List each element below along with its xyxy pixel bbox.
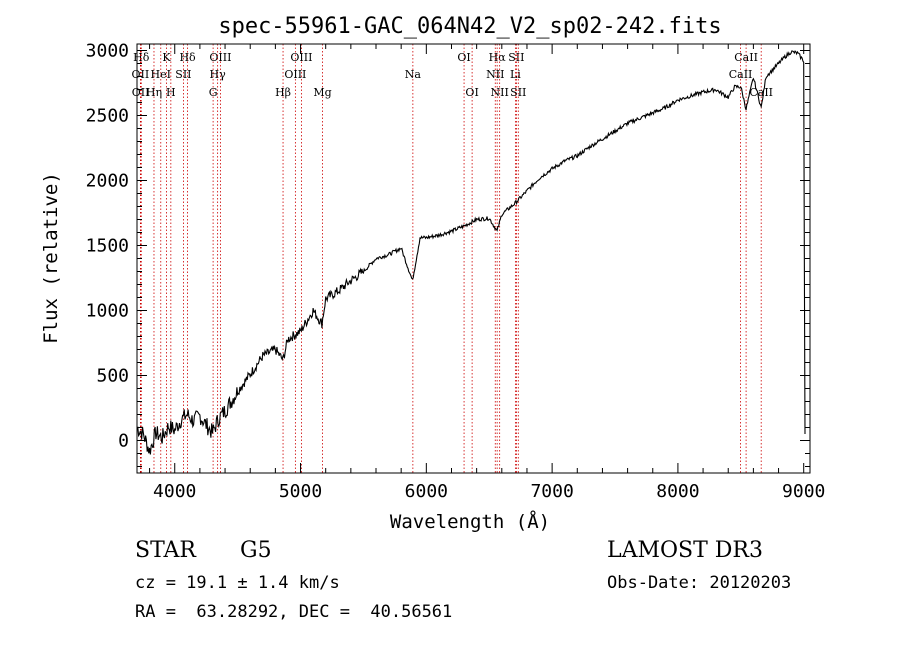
redshift-velocity: cz = 19.1 ± 1.4 km/s — [135, 573, 340, 593]
spectral-line-label: NII — [486, 68, 504, 81]
plot-frame — [136, 43, 811, 474]
spectral-line-label: Mg — [313, 86, 331, 99]
object-subclass: G5 — [240, 538, 272, 563]
spectrum-flux-line — [136, 50, 806, 455]
spectral-line-label: G — [209, 86, 218, 99]
spectral-line-label: OIII — [290, 51, 312, 64]
y-tick-label: 2000 — [86, 171, 129, 192]
x-tick-label: 7000 — [530, 481, 573, 502]
spectral-line-label: CaII — [729, 68, 753, 81]
spectral-line-label: Hδ — [133, 51, 150, 64]
observation-date: Obs-Date: 20120203 — [607, 573, 792, 593]
spectral-line-label: Hγ — [210, 68, 227, 81]
spectral-line-label: SII — [175, 68, 191, 81]
spectral-line-label: OIII — [209, 51, 231, 64]
spectral-line-label: OII — [132, 86, 150, 99]
spectral-line-label: Na — [405, 68, 422, 81]
survey-name: LAMOST DR3 — [607, 538, 763, 563]
spectral-line-label: H — [166, 86, 176, 99]
sky-coordinates: RA = 63.28292, DEC = 40.56561 — [135, 602, 453, 622]
spectral-line-label: CaII — [734, 51, 758, 64]
object-class: STAR — [135, 538, 196, 563]
y-tick-label: 1500 — [86, 236, 129, 257]
spectral-line-label: OIII — [284, 68, 306, 81]
spectral-line-label: Li — [510, 68, 521, 81]
spectral-line-label: K — [162, 51, 171, 64]
spectral-line-label: NII — [491, 86, 509, 99]
y-tick-label: 500 — [96, 366, 129, 387]
x-tick-label: 9000 — [782, 481, 825, 502]
x-tick-label: 8000 — [656, 481, 699, 502]
spectral-line-label: Hβ — [275, 86, 291, 99]
x-tick-label: 6000 — [405, 481, 448, 502]
spectrum-chart: spec-55961-GAC_064N42_V2_sp02-242.fits H… — [40, 14, 825, 533]
y-tick-label: 3000 — [86, 41, 129, 62]
x-tick-label: 5000 — [279, 481, 322, 502]
spectral-line-label: Hη — [146, 86, 162, 99]
spectral-line-label: SII — [508, 51, 524, 64]
spectral-line-label: Hα — [489, 51, 507, 64]
y-tick-label: 2500 — [86, 106, 129, 127]
spectral-line-label: OII — [132, 68, 150, 81]
spectral-line-label: HeI — [151, 68, 171, 81]
y-tick-label: 0 — [118, 431, 129, 452]
spectral-line-label: Hδ — [179, 51, 196, 64]
x-tick-label: 4000 — [153, 481, 196, 502]
spectral-line-label: SII — [510, 86, 526, 99]
spectral-line-label: CaII — [749, 86, 773, 99]
y-tick-label: 1000 — [86, 301, 129, 322]
chart-title: spec-55961-GAC_064N42_V2_sp02-242.fits — [218, 14, 721, 39]
spectral-line-label: OI — [465, 86, 478, 99]
y-axis-label: Flux (relative) — [40, 172, 62, 344]
x-axis-label: Wavelength (Å) — [390, 510, 550, 533]
spectral-line-label: OI — [457, 51, 470, 64]
